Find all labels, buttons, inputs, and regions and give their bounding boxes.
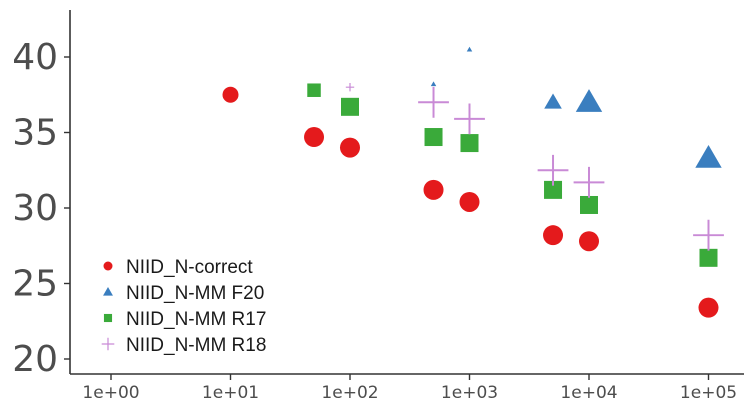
legend-label: NIID_N-MM R18 <box>126 335 266 356</box>
legend-square-icon <box>103 313 113 323</box>
triangle-point <box>575 89 603 112</box>
plus-point <box>537 154 569 186</box>
legend-triangle-icon <box>103 287 113 296</box>
plus-point <box>573 166 605 198</box>
circle-point <box>304 127 325 148</box>
x-tick-label: 1e+03 <box>441 383 498 403</box>
y-tick-label: 35 <box>12 113 58 154</box>
square-point <box>544 180 563 199</box>
circle-point <box>423 179 444 200</box>
plus-point <box>418 86 449 118</box>
x-tick-label: 1e+04 <box>560 383 617 403</box>
circle-point <box>340 137 360 158</box>
legend-plus-icon <box>101 337 115 351</box>
square-point <box>460 134 479 153</box>
plus-point <box>454 103 485 135</box>
triangle-point <box>430 81 437 87</box>
circle-point <box>459 191 480 212</box>
plus-point <box>693 219 724 251</box>
legend-label: NIID_N-MM F20 <box>126 283 264 304</box>
x-tick-label: 1e+05 <box>680 383 737 403</box>
square-point <box>307 83 321 97</box>
y-tick-label: 40 <box>12 37 58 78</box>
data-points <box>222 46 724 318</box>
square-point <box>699 248 718 267</box>
circle-point <box>222 86 239 103</box>
triangle-point <box>466 46 473 52</box>
triangle-point <box>544 93 562 109</box>
circle-point <box>579 231 599 252</box>
y-tick-label: 20 <box>12 339 58 380</box>
triangle-point <box>695 144 722 168</box>
square-point <box>341 97 359 116</box>
circle-point <box>698 297 719 318</box>
square-point <box>424 128 443 147</box>
y-tick-label: 25 <box>12 264 58 305</box>
axes <box>69 10 744 375</box>
y-axis-ticks: 20 25 30 35 40 <box>12 37 70 380</box>
x-tick-label: 1e+01 <box>202 383 259 403</box>
plus-point <box>345 83 355 92</box>
legend-label: NIID_N-correct <box>126 257 253 278</box>
x-tick-label: 1e+02 <box>321 383 378 403</box>
y-tick-label: 30 <box>12 188 58 229</box>
legend-label: NIID_N-MM R17 <box>126 309 266 330</box>
legend-circle-icon <box>103 261 113 271</box>
square-point <box>580 195 598 214</box>
circle-point <box>543 225 564 246</box>
legend: NIID_N-correct NIID_N-MM F20 NIID_N-MM R17… <box>101 257 266 356</box>
x-tick-label: 1e+00 <box>82 383 139 403</box>
x-axis-ticks: 1e+00 1e+01 1e+02 1e+03 1e+04 1e+05 <box>82 374 737 403</box>
